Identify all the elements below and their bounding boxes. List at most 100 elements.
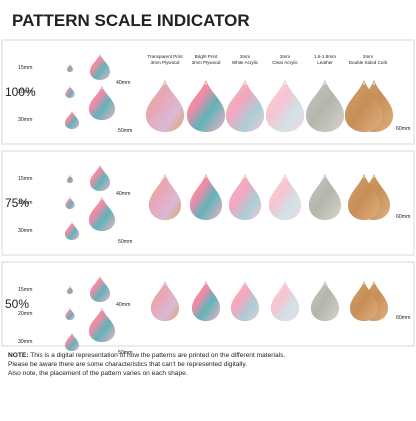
teardrop <box>145 79 185 133</box>
teardrop <box>186 79 226 133</box>
teardrop <box>344 79 384 133</box>
size-label: 30mm <box>18 228 32 234</box>
size-label: 40mm <box>116 191 130 197</box>
teardrop <box>310 280 340 322</box>
size-label: 20mm <box>18 200 32 206</box>
hole <box>205 82 207 85</box>
column-header: Double Sided Cork <box>349 60 388 65</box>
size-label: 20mm <box>18 311 32 317</box>
hole <box>71 334 73 335</box>
hole <box>284 176 286 179</box>
column-header: Bright Print <box>195 54 218 59</box>
teardrop <box>65 196 75 210</box>
teardrop <box>308 173 342 221</box>
hole <box>373 283 375 285</box>
teardrop <box>89 275 111 303</box>
hole <box>244 82 246 85</box>
size-label: 50mm <box>118 128 132 134</box>
teardrop <box>347 173 381 221</box>
hole <box>101 309 103 312</box>
hole <box>71 223 73 224</box>
teardrop <box>64 332 80 352</box>
hole <box>324 283 326 285</box>
note-label: NOTE: <box>8 352 29 359</box>
hole <box>69 287 71 288</box>
size-label: 60mm <box>396 214 410 220</box>
scale-label: 75% <box>5 196 29 210</box>
teardrop <box>265 79 305 133</box>
column-header: 1.6-1.8mm <box>314 54 336 59</box>
hole <box>71 112 73 113</box>
size-label: 20mm <box>18 89 32 95</box>
size-label: 40mm <box>116 80 130 86</box>
teardrop <box>189 173 223 221</box>
column-header: Clear Acrylic <box>272 60 298 65</box>
size-label: 15mm <box>18 176 32 182</box>
panel <box>1 150 415 256</box>
hole <box>99 55 101 57</box>
hole <box>164 283 166 285</box>
scale-label: 100% <box>5 85 36 99</box>
hole <box>205 176 207 179</box>
teardrop <box>88 85 116 121</box>
column-header: 3mm Plywood <box>192 60 221 65</box>
size-label: 50mm <box>118 239 132 245</box>
size-label: 30mm <box>18 117 32 123</box>
teardrop <box>225 79 265 133</box>
size-label: 40mm <box>116 302 130 308</box>
hole <box>373 82 375 85</box>
hole <box>101 87 103 90</box>
teardrop <box>228 173 262 221</box>
column-header: 3mm <box>240 54 250 59</box>
note-line: Also note, the placement of the pattern … <box>8 370 188 377</box>
teardrop <box>270 280 300 322</box>
hole <box>284 82 286 85</box>
column-header: Transparent Print <box>147 54 183 59</box>
hole <box>244 283 246 285</box>
teardrop <box>88 196 116 232</box>
hole <box>101 198 103 201</box>
hole <box>69 65 71 66</box>
teardrop <box>230 280 260 322</box>
hole <box>324 176 326 179</box>
teardrop <box>191 280 221 322</box>
hole <box>99 166 101 168</box>
hole <box>205 283 207 285</box>
hole <box>164 176 166 179</box>
teardrop <box>268 173 302 221</box>
panel <box>1 261 415 347</box>
size-label: 15mm <box>18 65 32 71</box>
teardrop <box>66 174 74 184</box>
hole <box>324 82 326 85</box>
column-header: 3mm <box>280 54 290 59</box>
hole <box>164 82 166 85</box>
teardrop <box>64 110 80 130</box>
teardrop <box>150 280 180 322</box>
column-header: 3mm Plywood <box>151 60 180 65</box>
teardrop <box>88 307 116 343</box>
size-label: 30mm <box>18 339 32 345</box>
size-label: 60mm <box>396 126 410 132</box>
hole <box>69 87 71 88</box>
teardrop <box>148 173 182 221</box>
size-label: 60mm <box>396 315 410 321</box>
column-header: Leather <box>317 60 333 65</box>
hole <box>99 277 101 279</box>
teardrop <box>305 79 345 133</box>
size-label: 50mm <box>118 350 132 356</box>
hole <box>284 283 286 285</box>
teardrop <box>65 307 75 321</box>
panel <box>1 39 415 145</box>
hole <box>363 82 365 85</box>
teardrop <box>66 63 74 73</box>
teardrop <box>66 285 74 295</box>
teardrop <box>64 221 80 241</box>
hole <box>244 176 246 179</box>
title: PATTERN SCALE INDICATOR <box>12 11 250 30</box>
teardrop <box>65 85 75 99</box>
teardrop <box>89 53 111 81</box>
hole <box>69 198 71 199</box>
note-line: Please be aware there are some character… <box>8 361 247 368</box>
